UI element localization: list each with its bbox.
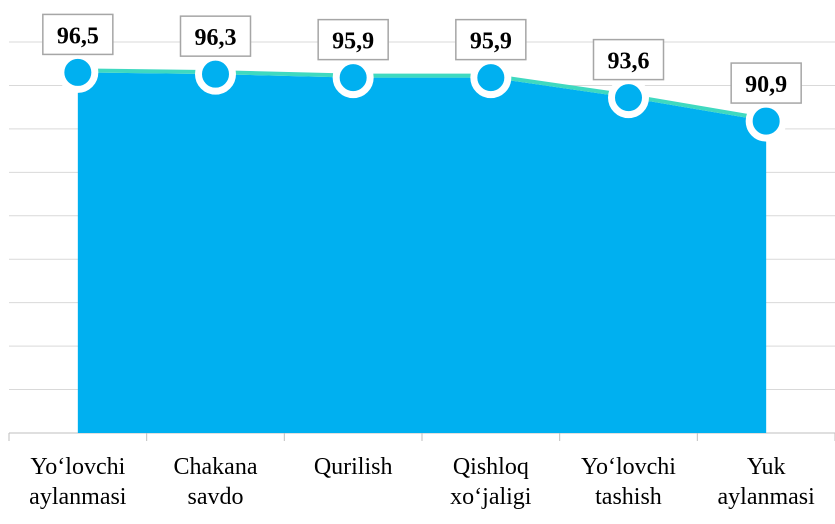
marker	[745, 100, 787, 142]
x-tick-label: Yo‘lovchi tashish	[581, 454, 676, 510]
marker	[57, 51, 99, 93]
line	[77, 68, 767, 122]
data-label: 96,3	[195, 25, 237, 51]
marker	[470, 57, 512, 99]
data-label-box	[592, 38, 665, 81]
data-label-box	[730, 62, 802, 104]
data-label: 95,9	[470, 29, 512, 55]
data-label-box	[42, 13, 114, 56]
marker	[332, 57, 374, 99]
area	[77, 72, 767, 434]
data-label: 95,9	[332, 29, 374, 55]
x-tick-label: Qurilish	[313, 454, 393, 480]
x-tick-label: Qishloq xo‘jaligi	[450, 454, 532, 510]
x-tick-label: Chakana savdo	[173, 454, 258, 510]
data-label: 96,5	[57, 23, 99, 49]
x-tick-label: Yuk aylanmasi	[717, 454, 815, 510]
data-label: 90,9	[745, 72, 787, 98]
data-label-box	[317, 18, 389, 61]
marker	[195, 53, 236, 95]
data-label-box	[179, 15, 252, 57]
data-label-box	[455, 18, 527, 61]
marker	[608, 77, 649, 119]
x-tick-label: Yo‘lovchi aylanmasi	[29, 454, 127, 510]
data-label: 93,6	[608, 49, 650, 75]
